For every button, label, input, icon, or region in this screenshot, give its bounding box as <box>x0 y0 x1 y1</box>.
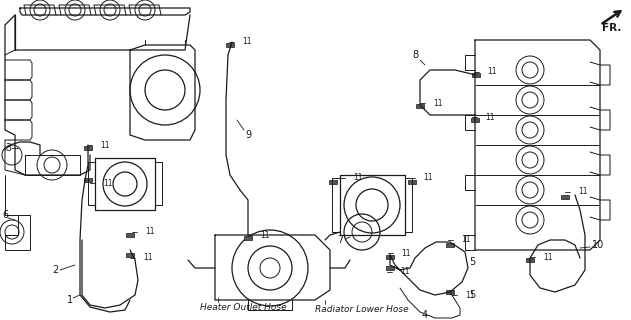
Bar <box>126 233 134 237</box>
Text: 10: 10 <box>592 240 604 250</box>
Text: 11: 11 <box>353 173 362 182</box>
Bar <box>446 290 454 294</box>
Bar <box>126 252 134 257</box>
Text: FR.: FR. <box>602 23 622 33</box>
Text: 9: 9 <box>245 130 251 140</box>
Bar <box>416 104 424 108</box>
Text: 11: 11 <box>260 230 269 239</box>
Text: 4: 4 <box>422 310 428 320</box>
Bar <box>446 243 454 247</box>
Text: Radiator Lower Hose: Radiator Lower Hose <box>315 306 409 315</box>
Text: 11: 11 <box>578 188 587 196</box>
Text: 11: 11 <box>487 68 497 76</box>
Text: 11: 11 <box>103 179 112 188</box>
Text: 11: 11 <box>485 113 495 122</box>
Text: 3: 3 <box>5 143 11 153</box>
Bar <box>84 178 92 182</box>
Text: 5: 5 <box>469 290 475 300</box>
Bar <box>408 180 416 184</box>
Text: 11: 11 <box>433 99 442 108</box>
Text: 11: 11 <box>401 249 411 258</box>
Bar <box>561 195 569 199</box>
Text: 2: 2 <box>52 265 58 275</box>
Text: 11: 11 <box>400 268 410 276</box>
Bar <box>386 255 394 260</box>
Text: 11: 11 <box>543 252 553 261</box>
Text: 11: 11 <box>461 236 471 244</box>
Text: 7: 7 <box>337 235 343 245</box>
Bar <box>472 73 480 77</box>
Bar <box>329 180 337 184</box>
Bar <box>386 266 394 270</box>
Text: 11: 11 <box>423 173 432 182</box>
Text: 11: 11 <box>242 37 252 46</box>
Bar <box>226 43 234 47</box>
Bar <box>84 146 92 150</box>
Text: 11: 11 <box>465 291 475 300</box>
Text: 11: 11 <box>100 140 110 149</box>
Bar <box>471 117 479 122</box>
Bar <box>244 236 252 240</box>
Text: 5: 5 <box>469 257 475 267</box>
Text: 11: 11 <box>143 253 153 262</box>
Text: 6: 6 <box>2 210 8 220</box>
Text: 1: 1 <box>67 295 73 305</box>
Text: Heater Outlet Hose: Heater Outlet Hose <box>200 303 286 313</box>
Text: 8: 8 <box>412 50 418 60</box>
Bar <box>526 258 534 262</box>
Text: 11: 11 <box>145 228 155 236</box>
